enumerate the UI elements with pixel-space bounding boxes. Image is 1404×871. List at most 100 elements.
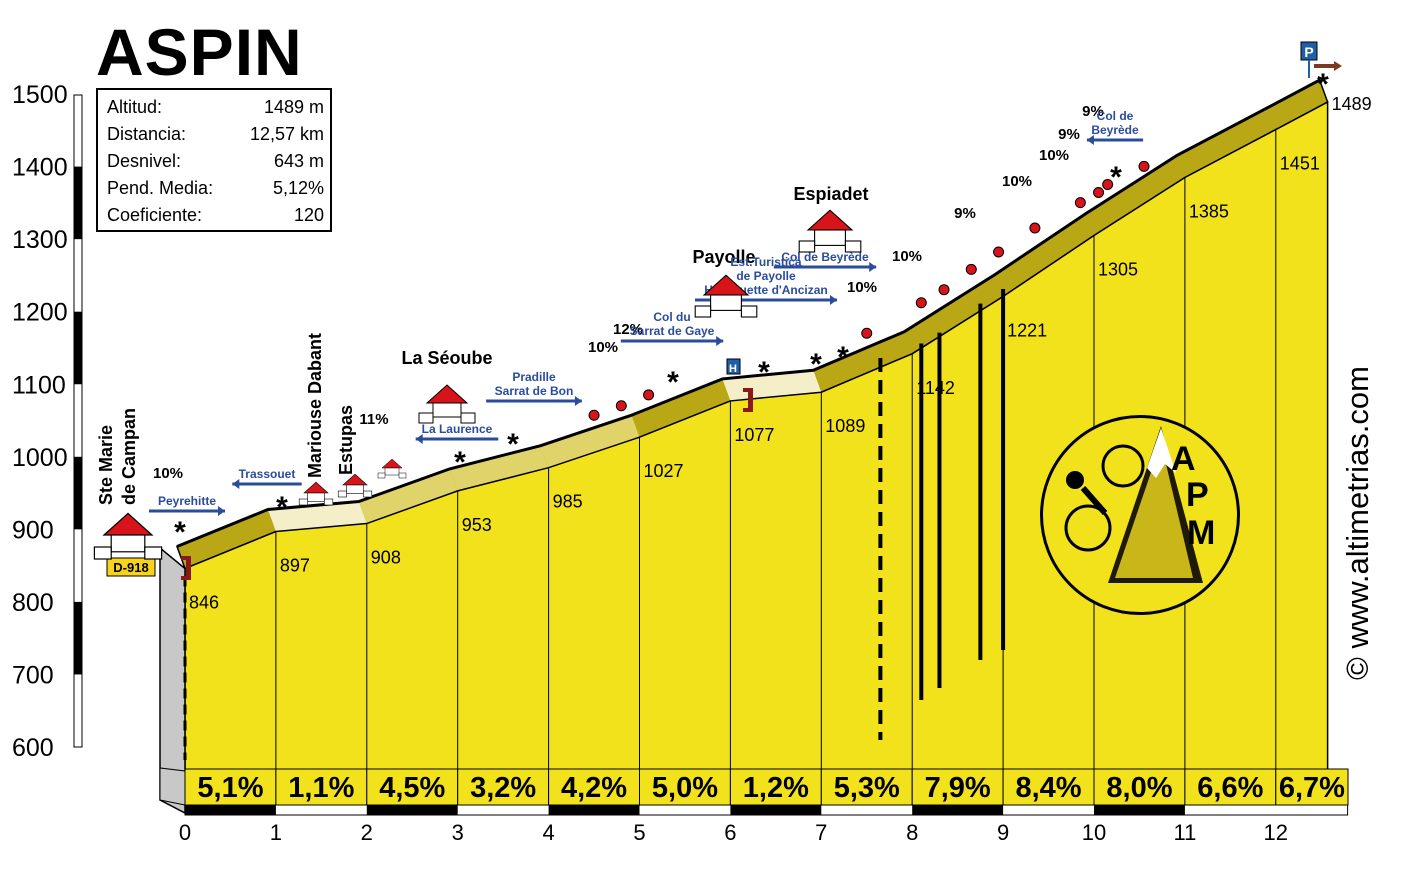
place-label: Mariouse Dabant: [305, 333, 325, 478]
sign-arrowhead: [415, 434, 423, 444]
y-tick-label: 1500: [12, 81, 68, 109]
village-icon: [377, 458, 407, 479]
x-tick-label: 0: [179, 820, 191, 845]
stat-row-elevation-gain: Desnivel: 643 m: [107, 148, 324, 175]
sign-label: Col de Beyrède: [781, 250, 869, 264]
slope-label: 11%: [359, 411, 388, 428]
stat-value: 120: [293, 205, 324, 225]
stat-value: 12,57 km: [249, 124, 324, 144]
gradient-cell: [275, 768, 368, 806]
hotel-icon: H: [729, 363, 737, 375]
y-tick-label: 1200: [12, 299, 68, 327]
road-line: [176, 78, 1321, 548]
sign-arrowhead: [218, 506, 225, 516]
x-tick-label: 9: [997, 820, 1009, 845]
steep-marker: [1029, 222, 1041, 234]
stat-value: 1489 m: [263, 97, 324, 117]
place-label: La Séoube: [401, 348, 492, 368]
elevation-label: 1077: [734, 425, 774, 445]
elevation-label: 1221: [1007, 320, 1047, 340]
elevation-label: 1305: [1098, 260, 1138, 280]
sign-label: Col de: [1097, 109, 1134, 123]
stat-row-average-gradient: Pend. Media: 5,12%: [107, 175, 324, 202]
slope-label: 10%: [1039, 147, 1069, 164]
gradient-cell: [729, 768, 822, 806]
house-wall-icon: [337, 490, 347, 498]
place-label: Espiadet: [793, 184, 868, 204]
stat-row-coefficient: Coeficiente: 120: [107, 202, 324, 229]
sign-label: Beyrède: [1091, 123, 1139, 137]
house-roof-icon: [381, 458, 403, 469]
steep-marker: [1093, 186, 1105, 198]
parking-sign-icon: P: [1304, 44, 1313, 60]
sign-label: Trassouet: [239, 467, 296, 481]
gradient-cell: [1184, 768, 1277, 806]
sign-label: La Laurence: [422, 422, 493, 436]
elevation-label: 985: [553, 492, 583, 512]
sign-arrowhead: [830, 295, 837, 305]
village-icon: [798, 209, 862, 253]
sign-label: Peyrehitte: [158, 494, 216, 508]
steep-marker: [965, 263, 977, 275]
elevation-label: 846: [189, 593, 219, 613]
house-wall-icon: [307, 492, 325, 502]
steep-marker: [615, 400, 627, 412]
village-icon: [93, 512, 163, 560]
gradient-cell: [820, 768, 913, 806]
house-wall-icon: [432, 402, 462, 418]
house-roof-icon: [425, 384, 469, 404]
slope-label: 9%: [1082, 103, 1104, 120]
logo-letter: A: [1171, 440, 1196, 478]
gradient-cell: [548, 768, 640, 806]
road-section-light: [358, 468, 458, 524]
house-wall-icon: [144, 546, 163, 560]
stat-value: 5,12%: [272, 178, 324, 198]
stat-label: Pend. Media:: [107, 178, 214, 198]
house-wall-icon: [460, 412, 476, 424]
slope-label: 10%: [153, 465, 183, 482]
house-wall-icon: [694, 305, 712, 318]
x-tick-label: 4: [542, 820, 554, 845]
gradient-label: 4,2%: [561, 772, 627, 804]
x-axis-ruler-segment: [1094, 805, 1185, 815]
mountain-cyclist-icon: [1064, 426, 1203, 583]
steep-marker: [588, 409, 600, 421]
gradient-cell: [457, 768, 550, 806]
gradient-cell: [1275, 768, 1349, 806]
stat-label: Altitud:: [107, 97, 163, 117]
sign-label: Pradille: [512, 370, 556, 384]
y-tick-label: 800: [12, 589, 54, 617]
x-axis-ruler-segment: [366, 805, 458, 815]
elevation-label: 1489: [1332, 94, 1372, 114]
elevation-label: 908: [371, 548, 401, 568]
y-tick-label: 600: [12, 734, 54, 762]
x-axis-ruler-segment: [548, 805, 640, 815]
y-axis-ruler: [73, 94, 83, 748]
gate-icon: [181, 556, 191, 580]
x-tick-label: 10: [1082, 820, 1106, 845]
gradient-label: 7,9%: [925, 772, 991, 804]
sign-arrowhead: [1086, 135, 1094, 145]
house-wall-icon: [377, 472, 386, 479]
sign-label: Sarrat de Gaye: [630, 324, 715, 338]
elevation-label: 1027: [644, 461, 684, 481]
village-icon: [694, 274, 758, 318]
steep-marker: [938, 284, 950, 296]
steep-marker: [1074, 197, 1086, 209]
house-wall-icon: [710, 294, 742, 311]
y-tick-label: 900: [12, 516, 54, 544]
road-badge-label: D-918: [113, 560, 148, 575]
slope-label: 10%: [892, 248, 922, 265]
slope-label: 10%: [847, 279, 877, 296]
website-credit: © www.altimetrias.com: [1340, 366, 1375, 680]
x-tick-label: 5: [633, 820, 645, 845]
place-label: Payolle: [692, 247, 755, 267]
gradient-cell: [1093, 768, 1186, 806]
viewpoint-star-icon: *: [174, 516, 186, 549]
sign-label: de Payolle: [736, 269, 796, 283]
sign-arrowhead: [716, 336, 724, 346]
place-label: Estupas: [336, 405, 356, 475]
x-tick-label: 1: [270, 820, 282, 845]
gradient-label: 5,0%: [652, 772, 718, 804]
